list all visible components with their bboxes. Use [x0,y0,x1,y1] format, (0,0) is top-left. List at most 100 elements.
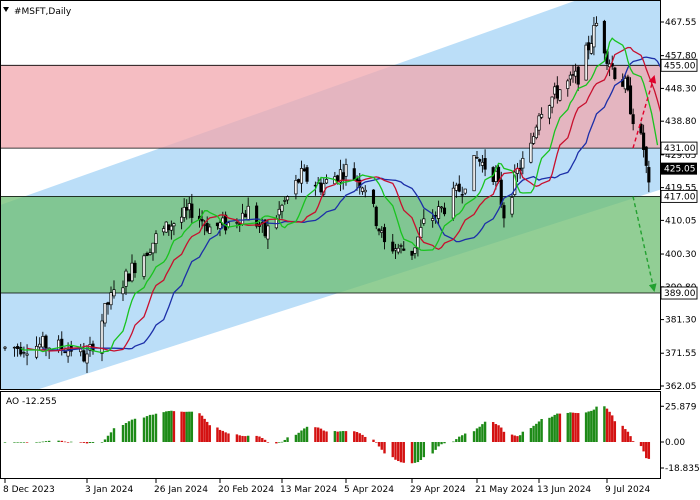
candle-body [240,212,245,226]
x-tick-label: 3 Jan 2024 [85,485,133,495]
candle-body [513,171,517,195]
y-tick-label: 371.55 [665,349,697,359]
candle-body [154,233,158,244]
candle-body [336,175,340,182]
ao-bar [283,439,286,442]
ao-bar [353,431,356,442]
ao-bar [483,421,487,442]
ao-bar [380,442,383,450]
ao-bar [500,427,503,442]
ao-bar [502,431,506,442]
ao-bar [180,411,183,442]
candle-body [215,222,219,227]
ao-bar [422,442,426,458]
chevron-down-icon[interactable] [3,7,9,12]
candle-body [371,189,376,204]
level-price-label: 431.00 [664,144,696,154]
ao-bar [221,430,225,442]
level-price-label: 417.00 [664,192,696,202]
ao-bar [413,442,417,463]
y-tick-label: 467.55 [665,18,697,28]
ao-bar [529,428,533,442]
ao-bar [339,431,342,442]
chart-title: #MSFT,Daily [14,7,72,17]
candle-body [145,252,149,257]
candle-body [38,343,42,348]
candle-body [451,187,455,219]
candle-body [396,247,400,253]
ao-bar [227,433,230,442]
candle-body [127,273,131,282]
candle-body [529,142,533,163]
candle-body [22,352,26,354]
candle-body [360,187,365,192]
ao-bar [472,431,476,442]
ao-bar [611,415,614,442]
candle-body [162,228,166,233]
ao-bar [455,439,458,442]
candle-body [639,123,643,134]
ao-bar [13,442,16,443]
candle-body [182,206,186,218]
candle-body [613,67,617,80]
candle-body [380,230,384,233]
ao-bar [475,428,479,442]
ao-bar [314,427,317,442]
ao-bar [540,418,543,442]
candle-body [574,70,578,77]
ao-bar [246,435,250,442]
ao-bar [535,423,538,442]
candle-body [592,24,596,48]
ao-bar [133,418,137,442]
ao-bar [605,408,609,442]
ao-bar [624,429,627,442]
ao-bar [461,435,464,442]
candle-body [576,66,580,85]
x-tick-label: 20 Feb 2024 [218,485,274,495]
ao-bar [639,442,643,447]
ao-bar [336,431,339,442]
ao-bar [603,406,606,442]
ao-bar [333,431,337,442]
ao-bar [255,435,258,442]
ao-bar [300,430,303,442]
ao-bar [397,442,400,462]
candle-body [642,132,646,150]
ao-bar [38,441,41,443]
ao-bar [85,442,89,444]
ao-bar [275,442,278,444]
ao-bar [626,431,630,442]
ao-bar [342,431,345,442]
ao-bar [613,421,617,442]
candle-body [103,303,107,324]
ao-bar [154,413,158,442]
candle-body [475,156,479,159]
ao-bar [494,424,498,442]
ao-bar [621,425,624,442]
ao-bar [241,435,244,442]
x-tick-label: 29 Apr 2024 [410,485,466,495]
ao-bar [443,442,446,444]
candle-body [413,247,417,254]
candle-body [266,225,270,240]
candle-body [255,205,259,227]
candle-body [431,218,435,221]
candle-body [305,167,309,182]
ao-bar [377,442,381,447]
ao-bar [631,441,635,442]
ao-tick-label: 0.00 [665,438,685,448]
candle-body [66,349,70,357]
ao-bar [645,442,648,459]
ao-bar [629,436,632,442]
ao-bar [127,421,131,442]
ao-bar [57,440,60,442]
candle-body [442,207,447,215]
ao-bar [513,435,516,442]
candle-body [410,250,414,256]
y-tick-label: 448.30 [665,84,697,94]
ao-bar [305,426,309,442]
ao-bar [391,442,394,458]
ao-bar [121,424,125,442]
